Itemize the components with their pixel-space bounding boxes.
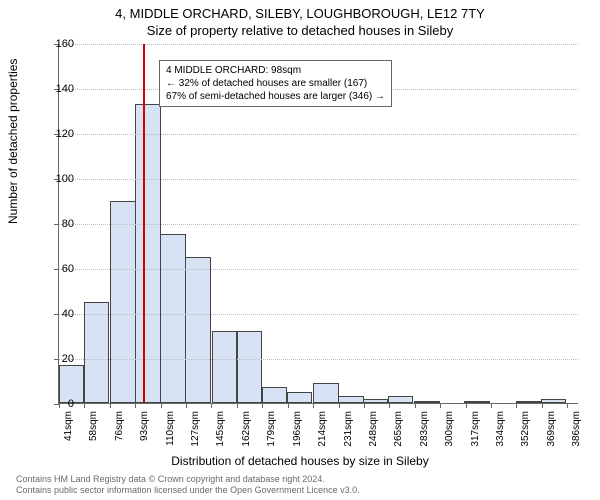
xtick-label: 76sqm xyxy=(114,411,125,457)
xtick-mark xyxy=(262,403,263,408)
xtick-label: 334sqm xyxy=(495,411,506,457)
xtick-label: 145sqm xyxy=(215,411,226,457)
xtick-mark xyxy=(415,403,416,408)
histogram-bar xyxy=(212,331,237,403)
footer-line1: Contains HM Land Registry data © Crown c… xyxy=(16,474,360,485)
ytick-label: 160 xyxy=(34,38,74,50)
xtick-label: 369sqm xyxy=(546,411,557,457)
histogram-bar xyxy=(388,396,413,403)
chart-plot-area: 41sqm58sqm76sqm93sqm110sqm127sqm145sqm16… xyxy=(58,44,578,404)
xtick-mark xyxy=(288,403,289,408)
xtick-mark xyxy=(516,403,517,408)
xtick-label: 283sqm xyxy=(419,411,430,457)
xtick-mark xyxy=(389,403,390,408)
xtick-mark xyxy=(567,403,568,408)
ytick-label: 100 xyxy=(34,173,74,185)
xtick-mark xyxy=(84,403,85,408)
xtick-mark xyxy=(161,403,162,408)
histogram-bar xyxy=(313,383,338,403)
histogram-bar xyxy=(110,201,135,404)
ytick-label: 60 xyxy=(34,263,74,275)
xtick-label: 231sqm xyxy=(343,411,354,457)
xtick-label: 248sqm xyxy=(368,411,379,457)
histogram-bar xyxy=(262,387,287,403)
chart-title-address: 4, MIDDLE ORCHARD, SILEBY, LOUGHBOROUGH,… xyxy=(0,6,600,21)
annotation-box: 4 MIDDLE ORCHARD: 98sqm← 32% of detached… xyxy=(159,60,392,107)
gridline xyxy=(59,314,578,315)
ytick-label: 20 xyxy=(34,353,74,365)
xtick-mark xyxy=(211,403,212,408)
histogram-bar xyxy=(84,302,109,403)
gridline xyxy=(59,269,578,270)
histogram-bar xyxy=(338,396,363,403)
histogram-bar xyxy=(160,234,185,403)
annotation-line: ← 32% of detached houses are smaller (16… xyxy=(166,77,385,90)
reference-line xyxy=(143,44,145,403)
gridline xyxy=(59,224,578,225)
xtick-mark xyxy=(466,403,467,408)
chart-title-subtitle: Size of property relative to detached ho… xyxy=(0,23,600,38)
xtick-mark xyxy=(186,403,187,408)
histogram-bar xyxy=(185,257,210,403)
gridline xyxy=(59,134,578,135)
xtick-mark xyxy=(237,403,238,408)
xtick-label: 196sqm xyxy=(292,411,303,457)
ytick-label: 0 xyxy=(34,398,74,410)
footer-line2: Contains public sector information licen… xyxy=(16,485,360,496)
gridline xyxy=(59,44,578,45)
xtick-label: 179sqm xyxy=(266,411,277,457)
xtick-label: 265sqm xyxy=(393,411,404,457)
xtick-mark xyxy=(339,403,340,408)
x-axis-label: Distribution of detached houses by size … xyxy=(0,454,600,468)
xtick-mark xyxy=(135,403,136,408)
xtick-label: 162sqm xyxy=(241,411,252,457)
xtick-label: 386sqm xyxy=(571,411,582,457)
xtick-label: 317sqm xyxy=(470,411,481,457)
xtick-label: 110sqm xyxy=(165,411,176,457)
ytick-label: 40 xyxy=(34,308,74,320)
xtick-label: 41sqm xyxy=(63,411,74,457)
xtick-mark xyxy=(110,403,111,408)
xtick-mark xyxy=(364,403,365,408)
xtick-mark xyxy=(313,403,314,408)
gridline xyxy=(59,179,578,180)
xtick-mark xyxy=(491,403,492,408)
xtick-label: 300sqm xyxy=(444,411,455,457)
xtick-label: 93sqm xyxy=(139,411,150,457)
xtick-label: 214sqm xyxy=(317,411,328,457)
histogram-bar xyxy=(237,331,262,403)
xtick-label: 58sqm xyxy=(88,411,99,457)
xtick-mark xyxy=(542,403,543,408)
y-axis-label: Number of detached properties xyxy=(6,59,20,224)
gridline xyxy=(59,359,578,360)
footer-attribution: Contains HM Land Registry data © Crown c… xyxy=(16,474,360,496)
ytick-label: 140 xyxy=(34,83,74,95)
xtick-label: 352sqm xyxy=(520,411,531,457)
histogram-bar xyxy=(287,392,312,403)
annotation-line: 67% of semi-detached houses are larger (… xyxy=(166,90,385,103)
annotation-line: 4 MIDDLE ORCHARD: 98sqm xyxy=(166,64,385,77)
xtick-label: 127sqm xyxy=(190,411,201,457)
xticks-layer: 41sqm58sqm76sqm93sqm110sqm127sqm145sqm16… xyxy=(59,403,578,453)
xtick-mark xyxy=(440,403,441,408)
ytick-label: 80 xyxy=(34,218,74,230)
ytick-label: 120 xyxy=(34,128,74,140)
